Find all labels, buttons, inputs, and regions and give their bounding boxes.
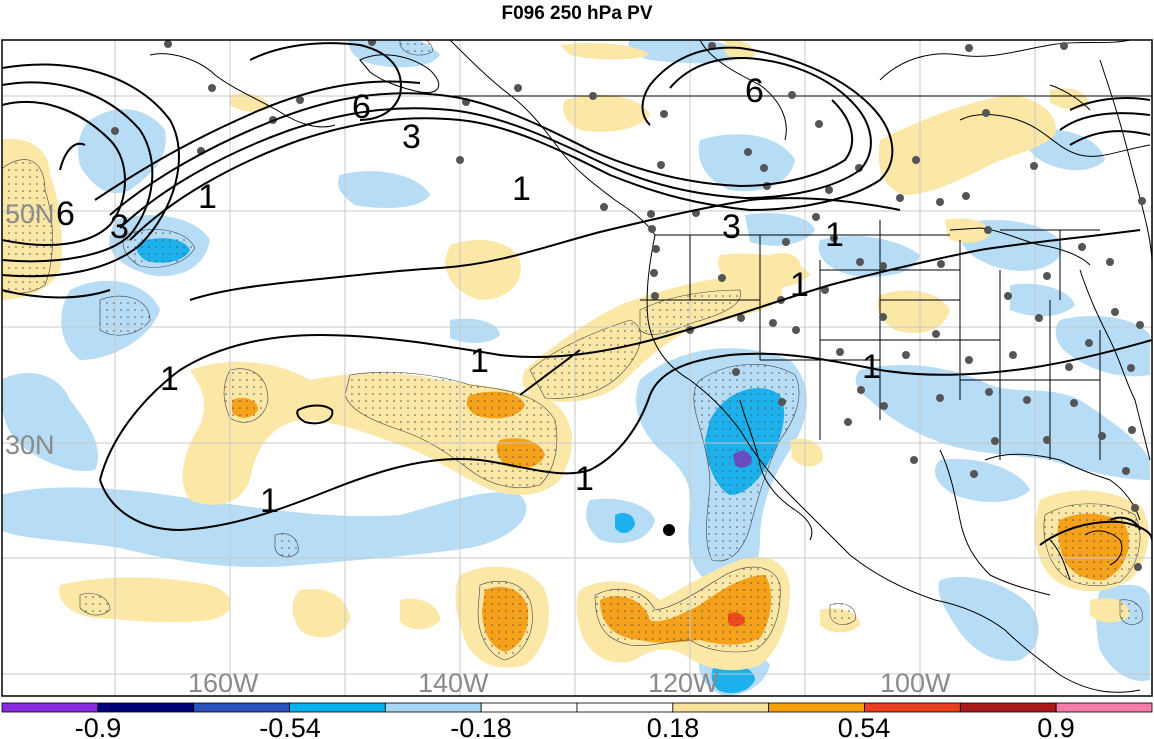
lat-label-30n: 30N [5,430,55,460]
contour-label: 1 [825,216,844,254]
colorbar-swatch [480,702,578,713]
contour-label: 3 [402,118,421,156]
colorbar [1,702,1153,713]
contour-label: 1 [470,342,489,380]
map-frame [1,39,1153,697]
colorbar-swatch [97,702,195,713]
colorbar-swatch [1055,702,1153,713]
colorbar-swatch [672,702,770,713]
colorbar-swatch [289,702,386,713]
colorbar-tick-label: 0.54 [838,713,891,739]
colorbar-tick-label: 0.18 [647,713,700,739]
colorbar-tick-label: 0.9 [1037,713,1075,739]
contour-label: 6 [56,195,75,233]
colorbar-tick-label: -0.18 [450,713,512,739]
colorbar-swatch [768,702,865,713]
colorbar-tick-label: -0.54 [259,713,321,739]
colorbar-swatch [384,702,482,713]
contour-label: 1 [575,460,594,498]
contour-label: 6 [352,88,371,126]
colorbar-tick-labels: -0.9 -0.54 -0.18 0.18 0.54 0.9 [75,713,1075,739]
colorbar-tick-label: -0.9 [75,713,122,739]
colorbar-swatch [1,702,99,713]
contour-label: 6 [745,72,764,110]
contour-labels: 6 3 1 6 3 1 3 1 6 1 1 1 1 1 1 [56,72,881,520]
colorbar-swatch [193,702,290,713]
pv-contours [2,42,1152,546]
contour-label: 1 [862,348,881,386]
state-borders [450,95,1152,460]
lon-label-100w: 100W [880,668,951,698]
lon-label-160w: 160W [188,668,259,698]
colorbar-swatch [576,702,674,713]
contour-label: 3 [110,208,129,246]
colorbar-swatch [864,702,961,713]
reference-point [663,524,675,536]
lat-lon-grid [2,40,1152,696]
lon-label-120w: 120W [648,668,719,698]
contour-label: 1 [198,178,217,216]
lat-label-50n: 50N [5,199,55,229]
contour-label: 1 [260,482,279,520]
colorbar-swatch [959,702,1057,713]
contour-label: 1 [790,266,809,304]
contour-label: 3 [722,208,741,246]
contour-label: 1 [160,360,179,398]
contour-label: 1 [512,170,531,208]
lon-label-140w: 140W [418,668,489,698]
map-title: F096 250 hPa PV [501,3,653,24]
stipple-regions [2,40,1143,661]
